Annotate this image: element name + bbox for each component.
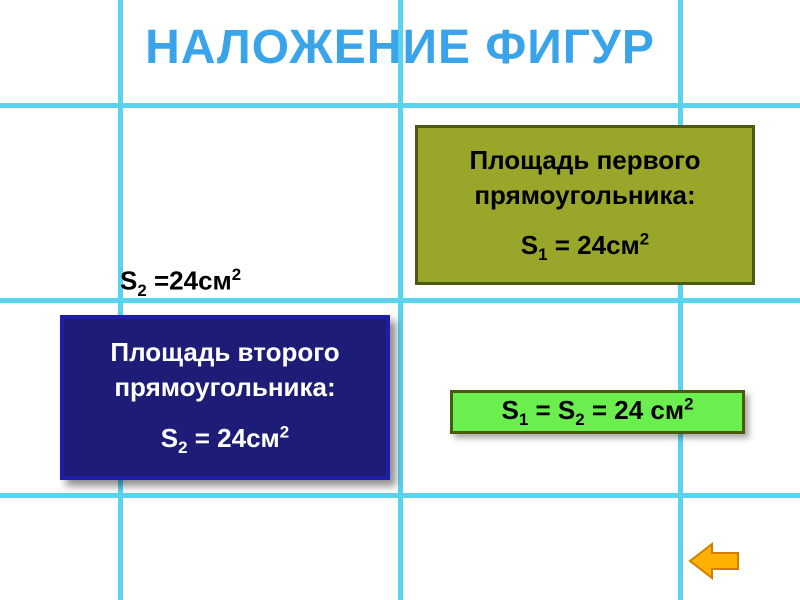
back-button[interactable] — [688, 540, 740, 582]
second-rectangle-area-box: Площадь второго прямоугольника: S2 = 24с… — [60, 315, 390, 480]
box-line1: Площадь первого — [469, 143, 700, 178]
box-formula: S1 = S2 = 24 см2 — [501, 393, 693, 432]
equality-result-box: S1 = S2 = 24 см2 — [450, 390, 745, 434]
box-formula: S1 = 24см2 — [521, 228, 649, 267]
slide-canvas: НАЛОЖЕНИЕ ФИГУР Площадь первого прямоуго… — [0, 0, 800, 600]
box-formula: S2 = 24см2 — [161, 421, 289, 460]
back-arrow-icon — [688, 540, 740, 582]
box-line1: Площадь второго — [110, 335, 339, 370]
box-line2: прямоугольника: — [474, 178, 695, 213]
page-title: НАЛОЖЕНИЕ ФИГУР — [0, 20, 800, 75]
box-line2: прямоугольника: — [114, 370, 335, 405]
s2-label: S2 =24см2 — [120, 265, 241, 301]
first-rectangle-area-box: Площадь первого прямоугольника: S1 = 24с… — [415, 125, 755, 285]
